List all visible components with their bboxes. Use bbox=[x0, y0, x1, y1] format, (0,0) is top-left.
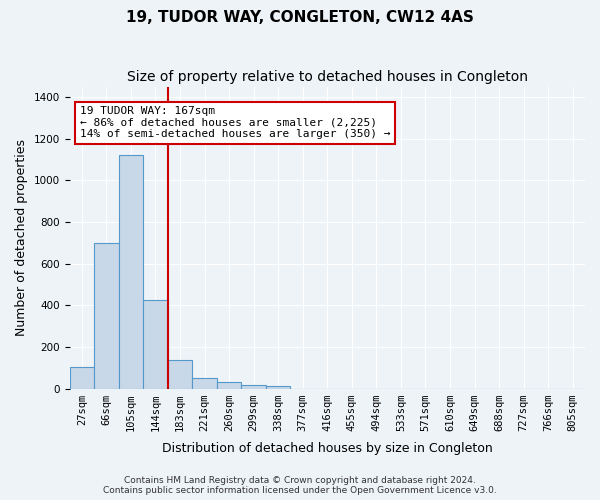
Bar bbox=[70, 366, 94, 388]
Y-axis label: Number of detached properties: Number of detached properties bbox=[15, 139, 28, 336]
Text: 19 TUDOR WAY: 167sqm
← 86% of detached houses are smaller (2,225)
14% of semi-de: 19 TUDOR WAY: 167sqm ← 86% of detached h… bbox=[80, 106, 391, 140]
X-axis label: Distribution of detached houses by size in Congleton: Distribution of detached houses by size … bbox=[162, 442, 493, 455]
Bar bbox=[217, 382, 241, 388]
Text: 19, TUDOR WAY, CONGLETON, CW12 4AS: 19, TUDOR WAY, CONGLETON, CW12 4AS bbox=[126, 10, 474, 25]
Bar bbox=[192, 378, 217, 388]
Bar bbox=[94, 242, 119, 388]
Bar bbox=[143, 300, 168, 388]
Bar bbox=[119, 156, 143, 388]
Bar bbox=[241, 386, 266, 388]
Bar bbox=[266, 386, 290, 388]
Title: Size of property relative to detached houses in Congleton: Size of property relative to detached ho… bbox=[127, 70, 528, 84]
Bar bbox=[168, 360, 192, 388]
Text: Contains HM Land Registry data © Crown copyright and database right 2024.
Contai: Contains HM Land Registry data © Crown c… bbox=[103, 476, 497, 495]
